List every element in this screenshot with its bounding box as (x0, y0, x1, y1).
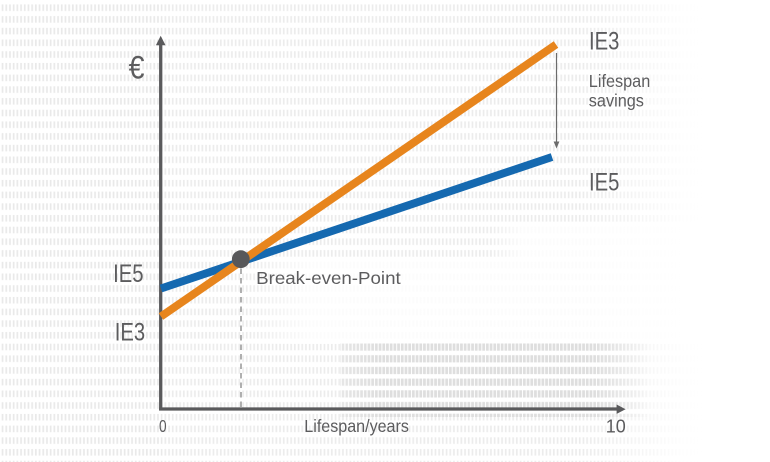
svg-text:Lifespan/years: Lifespan/years (304, 417, 409, 437)
svg-text:IE3: IE3 (115, 317, 145, 346)
svg-text:Break-even-Point: Break-even-Point (256, 267, 401, 288)
svg-text:IE3: IE3 (589, 26, 619, 55)
svg-text:IE5: IE5 (113, 259, 143, 288)
svg-text:IE5: IE5 (589, 167, 619, 196)
svg-text:10: 10 (606, 416, 626, 436)
svg-text:Lifespan: Lifespan (589, 71, 650, 91)
svg-text:savings: savings (589, 91, 644, 111)
svg-text:0: 0 (159, 417, 167, 436)
svg-text:€: € (129, 51, 145, 86)
